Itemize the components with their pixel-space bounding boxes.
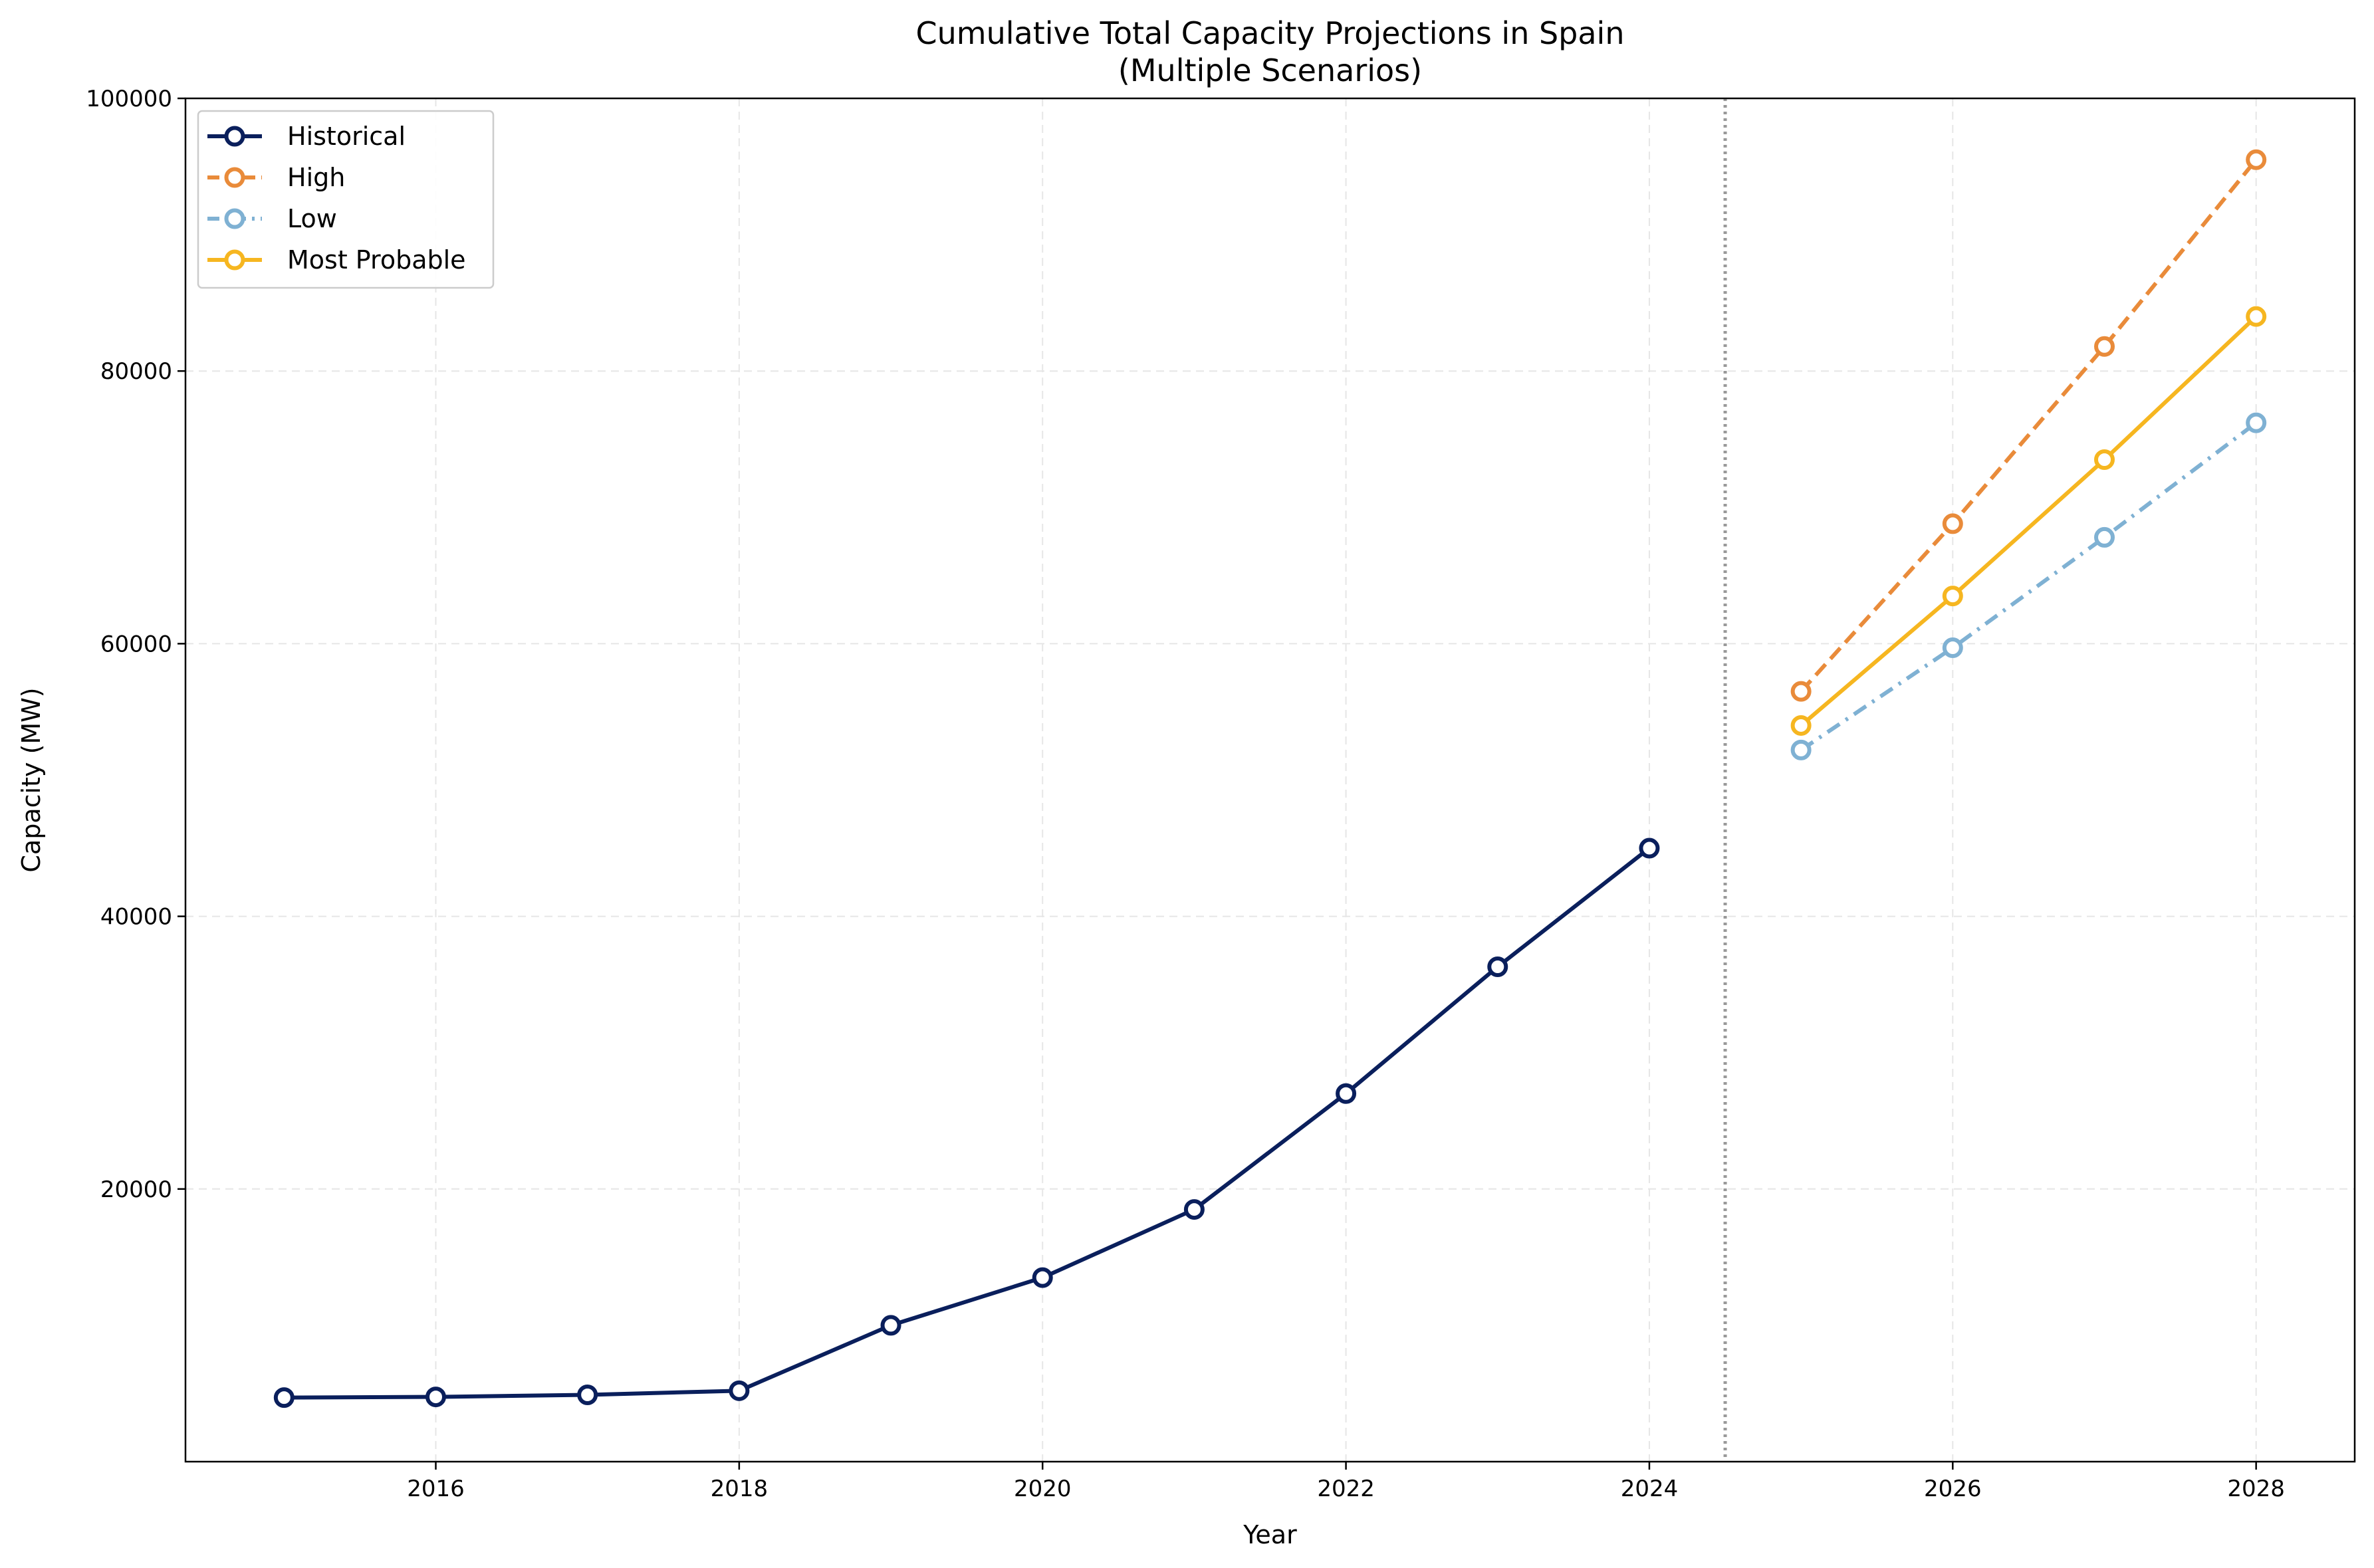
x-tick-label: 2020 bbox=[1014, 1476, 1072, 1502]
data-point-historical bbox=[1032, 1267, 1053, 1288]
data-point-most-probable bbox=[1790, 715, 1812, 736]
series-historical bbox=[273, 838, 1660, 1408]
data-point-most-probable bbox=[2094, 449, 2115, 471]
legend-label: Historical bbox=[287, 122, 406, 151]
data-point-low bbox=[2094, 526, 2115, 548]
x-tick-label: 2016 bbox=[407, 1476, 465, 1502]
y-tick-label: 60000 bbox=[100, 631, 172, 657]
series-layer bbox=[273, 149, 2267, 1408]
legend-marker bbox=[224, 249, 245, 271]
series-most-probable bbox=[1790, 306, 2267, 736]
data-point-historical bbox=[729, 1380, 750, 1401]
legend-item-high: High bbox=[207, 163, 345, 192]
y-tick-label: 100000 bbox=[86, 86, 172, 112]
series-line-low bbox=[1800, 421, 2258, 752]
x-tick-label: 2028 bbox=[2227, 1476, 2285, 1502]
legend-label: Most Probable bbox=[287, 245, 466, 275]
data-point-historical bbox=[1336, 1083, 1357, 1104]
data-point-historical bbox=[1639, 838, 1660, 859]
series-low bbox=[1790, 412, 2267, 760]
x-tick-label: 2022 bbox=[1317, 1476, 1375, 1502]
x-axis-label: Year bbox=[1243, 1520, 1297, 1549]
y-tick-label: 20000 bbox=[100, 1176, 172, 1203]
data-point-high bbox=[1942, 513, 1963, 534]
chart-title: Cumulative Total Capacity Projections in… bbox=[916, 15, 1625, 51]
series-high bbox=[1790, 149, 2267, 702]
x-tick-label: 2024 bbox=[1621, 1476, 1679, 1502]
data-point-most-probable bbox=[2246, 306, 2267, 327]
x-tick-label: 2018 bbox=[711, 1476, 769, 1502]
data-point-high bbox=[2246, 149, 2267, 170]
legend-item-low: Low bbox=[207, 204, 337, 233]
data-point-high bbox=[2094, 336, 2115, 357]
data-point-historical bbox=[880, 1315, 901, 1336]
series-line-most-probable bbox=[1800, 314, 2258, 727]
data-point-low bbox=[2246, 412, 2267, 433]
legend-frame bbox=[197, 110, 495, 289]
legend-marker bbox=[224, 126, 245, 147]
legend-marker bbox=[224, 208, 245, 229]
series-line-high bbox=[1799, 158, 2258, 693]
data-point-most-probable bbox=[1942, 586, 1963, 607]
legend: Historical High Low Most Probable bbox=[197, 110, 495, 289]
data-point-historical bbox=[1183, 1199, 1205, 1220]
plot-frame bbox=[184, 97, 2356, 1463]
legend-label: Low bbox=[287, 204, 337, 233]
data-point-historical bbox=[425, 1387, 446, 1408]
series-line-historical bbox=[284, 846, 1651, 1400]
data-point-historical bbox=[577, 1385, 598, 1406]
legend-item-most-probable: Most Probable bbox=[207, 245, 466, 275]
data-point-historical bbox=[1487, 956, 1508, 977]
y-tick-label: 80000 bbox=[100, 358, 172, 385]
legend-item-historical: Historical bbox=[207, 122, 406, 151]
grid bbox=[185, 98, 2355, 1462]
data-point-low bbox=[1790, 739, 1812, 760]
y-axis-label: Capacity (MW) bbox=[17, 687, 46, 872]
y-tick-label: 40000 bbox=[100, 904, 172, 931]
legend-label: High bbox=[287, 163, 345, 192]
data-point-low bbox=[1942, 637, 1963, 659]
x-tick-label: 2026 bbox=[1924, 1476, 1982, 1502]
legend-marker bbox=[224, 167, 245, 188]
ticks: 2016 2018 2020 2022 2024 2026 2028 20000 40000 60… bbox=[86, 86, 2285, 1502]
chart-subtitle: (Multiple Scenarios) bbox=[1118, 53, 1422, 88]
data-point-high bbox=[1790, 681, 1812, 702]
data-point-historical bbox=[273, 1387, 295, 1408]
